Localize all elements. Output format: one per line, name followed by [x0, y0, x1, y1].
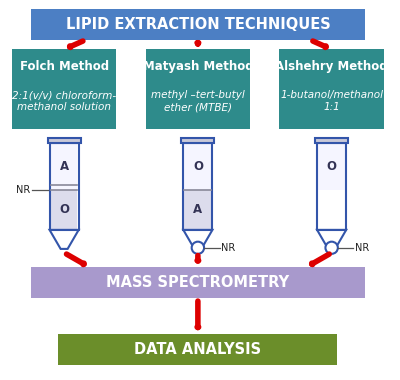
Bar	[315, 138, 348, 142]
Text: MASS SPECTROMETRY: MASS SPECTROMETRY	[106, 275, 290, 290]
Text: NR: NR	[16, 185, 30, 195]
Text: Folch Method: Folch Method	[20, 60, 109, 73]
Bar	[317, 142, 346, 230]
Text: NR: NR	[221, 243, 235, 253]
Text: A: A	[60, 160, 69, 173]
Bar	[12, 49, 116, 129]
Bar	[51, 142, 78, 190]
Bar	[279, 49, 384, 129]
Text: A: A	[193, 203, 202, 217]
Text: 1-butanol/methanol
1:1: 1-butanol/methanol 1:1	[280, 90, 383, 112]
Text: 2:1(v/v) chloroform-
methanol solution: 2:1(v/v) chloroform- methanol solution	[12, 90, 116, 112]
Bar	[58, 334, 338, 365]
Bar	[318, 142, 345, 190]
Bar	[146, 49, 250, 129]
Text: O: O	[59, 203, 69, 217]
Text: methyl –tert-butyl
ether (MTBE): methyl –tert-butyl ether (MTBE)	[151, 90, 245, 112]
Bar	[31, 9, 364, 40]
Bar	[183, 142, 212, 230]
Bar	[48, 138, 80, 142]
Text: Matyash Method: Matyash Method	[142, 60, 253, 73]
Text: O: O	[327, 160, 337, 173]
Circle shape	[326, 242, 338, 254]
Bar	[181, 138, 214, 142]
Circle shape	[192, 242, 204, 254]
Text: LIPID EXTRACTION TECHNIQUES: LIPID EXTRACTION TECHNIQUES	[66, 17, 330, 32]
Bar	[31, 267, 364, 298]
Bar	[50, 142, 79, 230]
Bar	[51, 190, 78, 230]
Text: NR: NR	[355, 243, 369, 253]
Bar	[184, 142, 211, 190]
Bar	[184, 190, 211, 230]
Text: DATA ANALYSIS: DATA ANALYSIS	[134, 342, 262, 357]
Text: O: O	[193, 160, 203, 173]
Text: Alshehry Method: Alshehry Method	[275, 60, 388, 73]
